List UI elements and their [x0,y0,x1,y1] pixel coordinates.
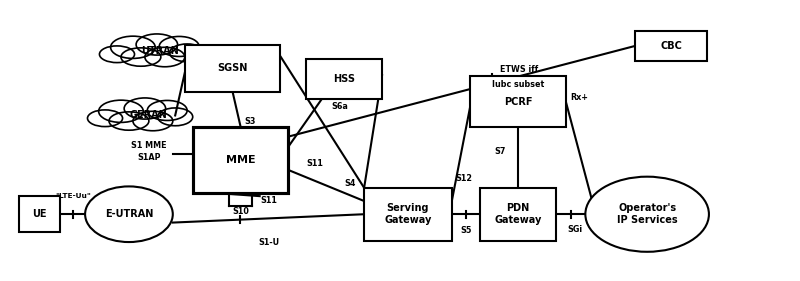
Text: Operator's
IP Services: Operator's IP Services [617,203,678,225]
Text: S11: S11 [260,196,277,205]
Ellipse shape [147,100,187,121]
Text: PCRF: PCRF [504,97,532,106]
FancyBboxPatch shape [306,59,382,99]
Ellipse shape [85,186,173,242]
Text: S10: S10 [232,207,249,216]
FancyBboxPatch shape [635,31,707,61]
Ellipse shape [158,108,193,126]
Text: UTRAN: UTRAN [141,46,179,56]
Ellipse shape [133,111,173,131]
Ellipse shape [87,110,122,126]
FancyBboxPatch shape [470,76,566,127]
Text: PDN
Gateway: PDN Gateway [494,203,542,225]
Text: S4: S4 [345,179,356,188]
Text: S11: S11 [306,159,323,168]
FancyBboxPatch shape [364,188,452,241]
Ellipse shape [159,37,199,56]
Text: S1AP: S1AP [137,153,161,162]
FancyBboxPatch shape [193,126,288,193]
Text: S1 MME: S1 MME [131,141,166,150]
Ellipse shape [99,46,134,63]
Ellipse shape [145,47,185,67]
FancyBboxPatch shape [185,44,281,92]
Text: E-UTRAN: E-UTRAN [105,209,153,219]
Ellipse shape [586,177,709,252]
Ellipse shape [109,112,149,130]
Text: S7: S7 [494,148,506,157]
Ellipse shape [136,34,178,55]
Ellipse shape [170,44,205,62]
Text: UE: UE [33,209,47,219]
Text: Rx+: Rx+ [570,93,588,102]
FancyBboxPatch shape [480,188,556,241]
Ellipse shape [124,98,166,119]
FancyBboxPatch shape [19,196,60,232]
Text: Serving
Gateway: Serving Gateway [384,203,432,225]
Text: S3: S3 [245,117,256,126]
Text: S1-U: S1-U [258,237,279,246]
Ellipse shape [110,36,155,58]
Text: GERAN: GERAN [130,110,167,120]
Text: SGi: SGi [567,225,582,234]
Text: MME: MME [226,155,255,165]
Text: CBC: CBC [660,41,682,51]
Text: S6a: S6a [332,102,349,111]
Text: SGSN: SGSN [218,63,248,73]
Ellipse shape [121,48,161,66]
Text: "LTE-Uu": "LTE-Uu" [55,193,90,199]
Text: ETWS iff: ETWS iff [501,65,538,74]
Ellipse shape [98,100,143,123]
Text: S12: S12 [456,174,473,183]
Text: S5: S5 [460,226,472,235]
Text: HSS: HSS [333,74,355,84]
Text: Iubc subset: Iubc subset [493,80,545,89]
